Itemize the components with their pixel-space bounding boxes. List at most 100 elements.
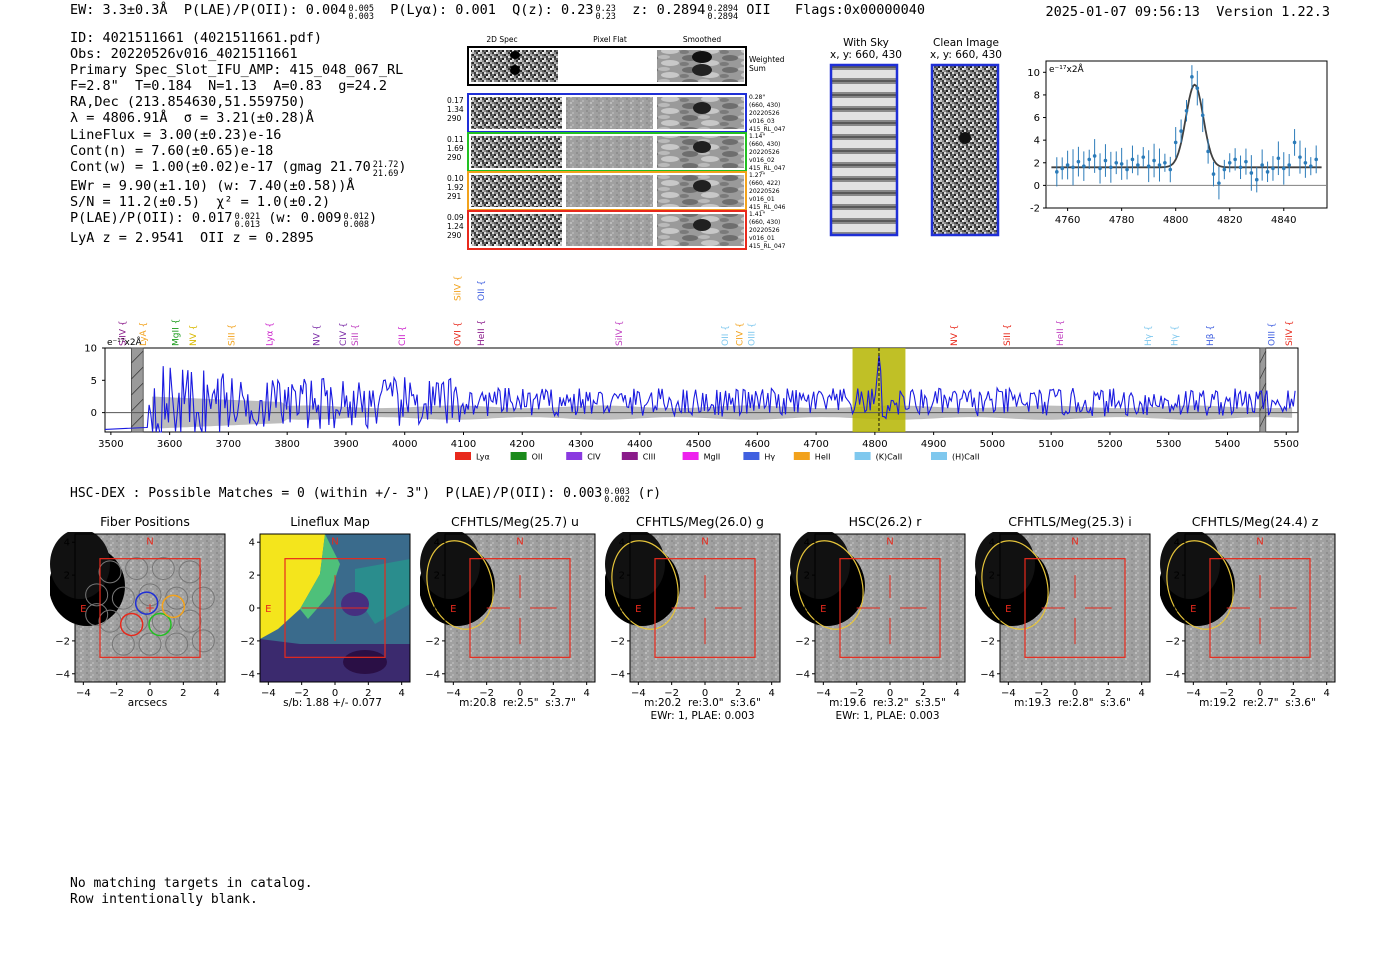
zoom-y-tick-label: 6 bbox=[1034, 113, 1040, 124]
fiber-circle bbox=[191, 586, 215, 610]
cutout-row-meta: (660, 422) bbox=[749, 180, 780, 187]
sky-images bbox=[829, 63, 1000, 237]
z-lo: 0.2894 bbox=[707, 12, 739, 22]
plae2-text: P(LAE)/P(OII): 0.017 bbox=[70, 210, 233, 227]
plae2-w-text: (w: 0.009 bbox=[268, 210, 342, 227]
image-x-tick-label: 2 bbox=[920, 688, 926, 699]
spectrum-x-tick-label: 3800 bbox=[274, 439, 299, 450]
footer-line-2: Row intentionally blank. bbox=[70, 892, 258, 907]
spectrum-x-tick-label: 5200 bbox=[1097, 439, 1122, 450]
emission-line-label: SiIV { bbox=[119, 320, 129, 346]
fiber-circle bbox=[178, 560, 202, 584]
image-x-tick-label: −2 bbox=[479, 688, 494, 699]
emission-line-label: Hβ { bbox=[1206, 325, 1216, 346]
image-x-tick-label: 0 bbox=[702, 688, 708, 699]
lineflux-min bbox=[343, 650, 387, 674]
emission-line-label: HeII { bbox=[477, 320, 487, 346]
cutout-smoothed-source bbox=[693, 102, 711, 114]
fiber-third bbox=[161, 594, 186, 619]
cutout-row-stat: 0.11 bbox=[447, 135, 464, 144]
cutout-row-meta: 20220526 bbox=[749, 227, 780, 234]
clean-image-source bbox=[959, 132, 971, 144]
emission-line-label: NV { bbox=[189, 325, 199, 346]
imaging-panel-caption: m:20.8 re:2.5" s:3.7" bbox=[459, 697, 576, 709]
emission-line-label: CIV { bbox=[736, 322, 746, 346]
aperture-box bbox=[1024, 558, 1126, 658]
bright-galaxy-core bbox=[975, 532, 1035, 599]
cutout-row-meta: (660, 430) bbox=[749, 141, 780, 148]
fiber-circle bbox=[151, 557, 175, 581]
info-sn: S/N = 11.2(±0.5) χ² = 1.0(±0.2) bbox=[70, 194, 331, 211]
cutout-row-meta: 415_RL_047 bbox=[749, 165, 786, 172]
legend-label: CIII bbox=[643, 453, 656, 462]
legend-swatch bbox=[682, 452, 699, 460]
fiber-circle bbox=[85, 603, 109, 627]
image-y-tick-label: 4 bbox=[619, 538, 625, 549]
lineflux-mid bbox=[300, 534, 340, 619]
zoom-data-point bbox=[1098, 166, 1102, 171]
spectrum-x-tick-label: 3900 bbox=[333, 439, 358, 450]
spectrum-x-tick-label: 4700 bbox=[803, 439, 828, 450]
legend-label: HeII bbox=[815, 453, 831, 462]
image-x-tick-label: −2 bbox=[1034, 688, 1049, 699]
info-contn: Cont(n) = 7.60(±0.65)e-18 bbox=[70, 142, 274, 159]
image-x-tick-label: 2 bbox=[1290, 688, 1296, 699]
imaging-panel: CFHTLS/Meg(25.7) u N E −4 −2 0 2 4 4 2 0 −2 −4 m:20.8… bbox=[420, 510, 605, 725]
imaging-panel: CFHTLS/Meg(25.3) i N E −4 −2 0 2 4 4 2 0 −2 −4 m:19.3… bbox=[975, 510, 1160, 725]
image-x-tick-label: −4 bbox=[76, 688, 91, 699]
cutout-row-stat: 1.24 bbox=[447, 222, 464, 231]
plae2-w-close: ) bbox=[369, 210, 378, 227]
zoom-y-tick-label: 2 bbox=[1034, 158, 1040, 169]
zoom-data-point bbox=[1179, 129, 1183, 133]
cutout-row-meta: 1.14" bbox=[749, 133, 765, 140]
zoom-data-point bbox=[1276, 156, 1281, 161]
image-x-tick-label: 0 bbox=[1072, 688, 1078, 699]
image-y-tick-label: −4 bbox=[980, 669, 995, 680]
zoom-data-point bbox=[1076, 159, 1081, 164]
bright-galaxy-core bbox=[790, 532, 850, 599]
zoom-y-label: e⁻¹⁷x2Å bbox=[1049, 63, 1085, 75]
legend-label: CIV bbox=[587, 453, 601, 462]
plae2-hi: 0.021 bbox=[234, 211, 261, 222]
fiber-circle bbox=[98, 560, 122, 584]
fiber-circle bbox=[111, 586, 135, 610]
bright-galaxy-core bbox=[420, 532, 480, 599]
imaging-panel-title: Lineflux Map bbox=[290, 514, 370, 529]
zoom-data-point bbox=[1200, 113, 1205, 118]
imaging-panel-caption: m:20.2 re:3.0" s:3.6" bbox=[644, 697, 761, 709]
clean-title-text: Clean Image bbox=[932, 37, 1000, 49]
legend-swatch bbox=[793, 452, 810, 460]
image-x-tick-label: 0 bbox=[1257, 688, 1263, 699]
zoom-data-point bbox=[1292, 140, 1297, 145]
hsc-plae-hi: 0.003 bbox=[604, 486, 630, 497]
fiber-circle bbox=[191, 629, 215, 653]
image-x-tick-label: 0 bbox=[332, 688, 338, 699]
spectrum-x-tick-label: 4800 bbox=[862, 439, 887, 450]
cutout-row-meta: v016_01 bbox=[749, 196, 775, 203]
cutout-row-meta: v016_01 bbox=[749, 235, 775, 242]
zoom-data-point bbox=[1060, 166, 1065, 171]
zoom-data-point bbox=[1092, 154, 1097, 158]
spectra-cutouts: 2D Spec Pixel Flat Smoothed Weighted Sum… bbox=[447, 35, 786, 250]
cutout-row-stat: 290 bbox=[447, 114, 462, 123]
zoom-data-point bbox=[1082, 164, 1086, 168]
weighted-sum-label-1: Weighted bbox=[749, 55, 785, 64]
plae-lo: 0.003 bbox=[348, 12, 374, 22]
north-label: N bbox=[1256, 537, 1263, 548]
image-x-tick-label: −2 bbox=[109, 688, 124, 699]
zoom-y-tick-label: 0 bbox=[1034, 181, 1040, 192]
imaging-panels: Fiber Positions + N E −4 −2 0 2 4 4 2 0 −2 −4 arcsecs L… bbox=[0, 510, 1400, 730]
info-lambda: λ = 4806.91Å σ = 3.21(±0.28)Å bbox=[70, 110, 314, 127]
image-y-tick-label: 4 bbox=[434, 538, 440, 549]
info-slot: Primary Spec_Slot_IFU_AMP: 415_048_067_R… bbox=[70, 62, 404, 79]
image-y-tick-label: 0 bbox=[1174, 604, 1180, 615]
cutout-smoothed-source bbox=[693, 219, 711, 231]
imaging-panel-plot: N E −4 −2 0 2 4 4 2 0 −2 −4 bbox=[420, 532, 596, 699]
zoom-data-point bbox=[1195, 86, 1200, 90]
flags-value: Flags:0x00000040 bbox=[795, 2, 926, 18]
zoom-data-point bbox=[1168, 167, 1173, 172]
zoom-data-point bbox=[1238, 165, 1243, 170]
fiber-fourth bbox=[119, 612, 144, 637]
image-y-tick-label: 0 bbox=[989, 604, 995, 615]
